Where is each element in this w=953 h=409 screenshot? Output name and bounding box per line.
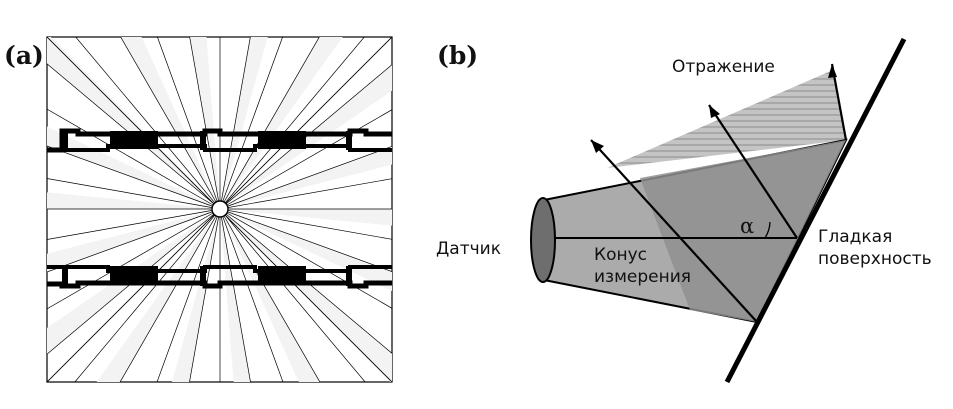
surface-label-line1: Гладкая: [818, 227, 892, 247]
radial-ray: [219, 37, 251, 210]
smooth-surface: [724, 37, 907, 384]
angle-label: α: [740, 214, 754, 238]
ray-wedge: [220, 37, 268, 209]
reflection-label: Отражение: [672, 57, 775, 77]
arrow-heads: [591, 64, 837, 153]
radial-ray: [219, 208, 392, 354]
panel-b-label: (b): [437, 41, 478, 70]
ray-wedge: [47, 126, 220, 209]
angle-arc: [764, 221, 771, 239]
cone-overlap: [640, 140, 846, 322]
radial-rays: [47, 37, 392, 382]
cone-label-line1: Конус: [594, 245, 647, 265]
radial-ray: [219, 64, 392, 210]
ray-wedge: [220, 209, 392, 226]
radial-ray: [47, 208, 221, 240]
ray-wedge: [47, 192, 220, 209]
radial-ray: [219, 208, 392, 309]
radial-ray: [47, 108, 221, 210]
radial-ray: [47, 208, 221, 310]
radial-ray: [219, 109, 392, 210]
radial-ray: [47, 178, 221, 210]
sensor-center: [211, 200, 229, 218]
panel-a-label: (a): [4, 41, 44, 70]
upper-wall: [47, 128, 392, 153]
radial-ray: [75, 37, 221, 210]
radial-ray: [120, 37, 221, 210]
ray-wedge: [220, 37, 343, 209]
lower-wall: [47, 265, 392, 289]
panel-b: (b) Отражение Датчик Конус измерени: [436, 37, 932, 384]
radial-ray: [74, 208, 221, 382]
surface-label-line2: поверхность: [818, 249, 932, 269]
radial-ray: [47, 145, 221, 210]
sensor-ellipse: [530, 197, 556, 283]
radial-ray: [219, 208, 284, 382]
radial-ray: [189, 37, 221, 210]
radial-ray: [47, 63, 221, 210]
radial-ray: [219, 178, 392, 210]
radial-ray: [189, 208, 221, 382]
radial-ray: [219, 208, 392, 272]
panel-a: (a): [4, 36, 393, 383]
radial-ray: [219, 146, 392, 210]
ray-wedge: [96, 209, 220, 382]
cone-label-line2: измерения: [594, 267, 691, 287]
radial-ray: [119, 208, 221, 382]
radial-ray: [219, 208, 392, 240]
radial-ray: [219, 208, 366, 382]
radial-ray: [219, 208, 251, 382]
ray-wedge: [172, 209, 220, 382]
radial-ray: [219, 37, 365, 210]
radial-ray: [47, 208, 221, 273]
radial-ray: [219, 37, 283, 210]
sensor-label: Датчик: [436, 239, 501, 259]
radial-ray: [47, 208, 221, 355]
reflection-cone: [607, 70, 846, 168]
